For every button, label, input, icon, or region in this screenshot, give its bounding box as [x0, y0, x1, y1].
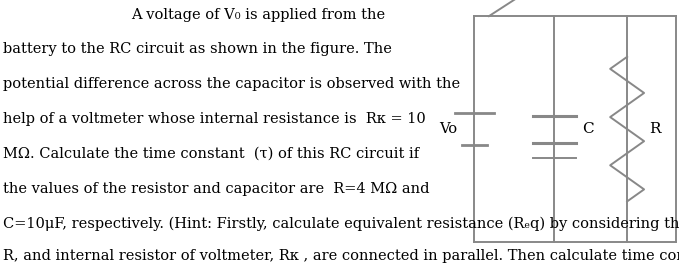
- Text: help of a voltmeter whose internal resistance is  Rᴋ = 10: help of a voltmeter whose internal resis…: [3, 112, 426, 126]
- Text: A voltage of V₀ is applied from the: A voltage of V₀ is applied from the: [131, 8, 385, 22]
- Text: the values of the resistor and capacitor are  R=4 MΩ and: the values of the resistor and capacitor…: [3, 182, 430, 196]
- Text: C: C: [582, 122, 593, 136]
- Text: R: R: [650, 122, 661, 136]
- Text: battery to the RC circuit as shown in the figure. The: battery to the RC circuit as shown in th…: [3, 42, 392, 56]
- Text: C=10μF, respectively. (Hint: Firstly, calculate equivalent resistance (Rₑq) by c: C=10μF, respectively. (Hint: Firstly, ca…: [3, 217, 679, 231]
- Text: Vo: Vo: [439, 122, 458, 136]
- Text: R, and internal resistor of voltmeter, Rᴋ , are connected in parallel. Then calc: R, and internal resistor of voltmeter, R…: [3, 249, 679, 263]
- Text: potential difference across the capacitor is observed with the: potential difference across the capacito…: [3, 77, 460, 91]
- Text: MΩ. Calculate the time constant  (τ) of this RC circuit if: MΩ. Calculate the time constant (τ) of t…: [3, 147, 420, 161]
